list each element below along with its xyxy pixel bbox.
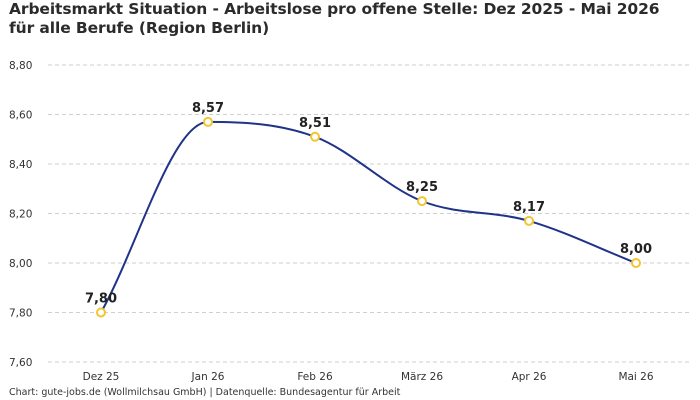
- x-tick-label: Mai 26: [618, 371, 653, 383]
- data-label: 8,17: [513, 200, 545, 215]
- y-tick-label: 8,80: [9, 60, 32, 72]
- x-tick-label: Apr 26: [512, 371, 547, 383]
- series-line: [100, 120, 637, 313]
- y-tick-label: 7,80: [9, 308, 32, 320]
- chart-title: Arbeitsmarkt Situation - Arbeitslose pro…: [9, 0, 660, 37]
- x-tick-label: Jan 26: [191, 371, 225, 383]
- y-tick-label: 8,40: [9, 159, 32, 171]
- y-tick-label: 8,00: [9, 258, 32, 270]
- data-point: [310, 131, 320, 142]
- data-label: 8,00: [620, 242, 652, 257]
- x-tick-label: Dez 25: [83, 371, 120, 383]
- data-label: 7,80: [85, 292, 117, 307]
- x-tick-label: März 26: [401, 371, 443, 383]
- data-label: 8,25: [406, 180, 438, 195]
- data-point: [524, 215, 534, 226]
- x-tick-label: Feb 26: [297, 371, 333, 383]
- chart-source-note: Chart: gute-jobs.de (Wollmilchsau GmbH) …: [9, 387, 401, 398]
- y-tick-label: 8,60: [9, 110, 32, 122]
- y-tick-label: 7,60: [9, 357, 32, 369]
- y-tick-label: 8,20: [9, 209, 32, 221]
- data-label: 8,51: [299, 116, 331, 131]
- data-label: 8,57: [192, 101, 224, 116]
- data-point: [203, 116, 213, 127]
- data-point: [631, 258, 641, 268]
- data-point: [96, 307, 106, 318]
- data-point: [417, 196, 427, 207]
